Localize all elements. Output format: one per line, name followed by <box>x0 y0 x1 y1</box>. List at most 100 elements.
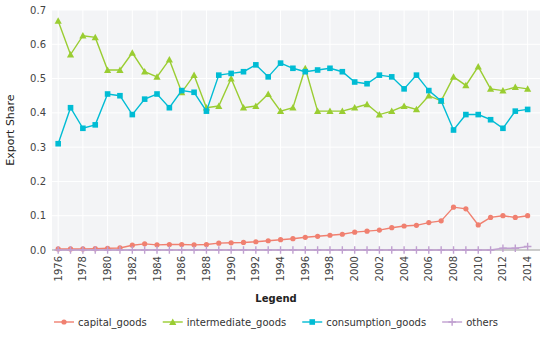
point <box>500 125 506 131</box>
point <box>389 225 394 230</box>
point <box>462 82 469 88</box>
point <box>116 66 123 72</box>
point <box>290 236 295 241</box>
point <box>524 85 531 91</box>
point <box>167 105 173 111</box>
point <box>241 240 246 245</box>
point <box>439 218 444 223</box>
point <box>351 104 358 110</box>
point <box>142 241 147 246</box>
legend-label: capital_goods <box>78 317 147 329</box>
x-tick-label: 1988 <box>201 256 212 281</box>
y-grid-line <box>52 44 540 45</box>
point <box>179 88 185 94</box>
point <box>326 246 334 254</box>
point <box>241 69 247 75</box>
legend-swatch-marker <box>448 318 456 326</box>
x-grid-line <box>379 10 380 250</box>
y-tick-label: 0.5 <box>30 73 46 84</box>
point <box>91 246 99 254</box>
point <box>340 69 346 75</box>
point <box>487 246 495 254</box>
point <box>92 34 99 40</box>
point <box>438 97 445 103</box>
x-tick-label: 2010 <box>473 256 484 281</box>
point <box>104 246 112 254</box>
x-grid-line <box>478 10 479 250</box>
series-line <box>58 63 527 144</box>
y-grid-line <box>52 215 540 216</box>
point <box>227 246 235 254</box>
legend-item: capital_goods <box>54 317 147 329</box>
point <box>203 246 211 254</box>
point <box>451 205 456 210</box>
legend-swatch-marker <box>169 318 176 324</box>
point <box>79 32 86 38</box>
point <box>278 237 283 242</box>
x-tick-label: 1996 <box>300 256 311 281</box>
point <box>499 244 507 252</box>
y-grid-line <box>52 147 540 148</box>
legend-swatch-marker <box>309 319 315 325</box>
point <box>512 84 519 90</box>
point <box>451 127 457 133</box>
y-tick-label: 0.1 <box>30 210 46 221</box>
point <box>487 85 494 91</box>
point <box>104 66 111 72</box>
x-grid-line <box>157 10 158 250</box>
point <box>315 67 321 73</box>
point <box>191 89 197 95</box>
point <box>352 79 358 85</box>
x-tick-label: 2006 <box>423 256 434 281</box>
series <box>56 205 531 252</box>
point <box>141 246 149 254</box>
x-grid-line <box>280 10 281 250</box>
point <box>352 230 357 235</box>
point <box>389 74 395 80</box>
x-tick-label: 2008 <box>448 256 459 281</box>
point <box>339 108 346 114</box>
point <box>401 102 408 108</box>
point <box>376 111 383 117</box>
x-grid-line <box>132 10 133 250</box>
point <box>190 246 198 254</box>
point <box>414 72 420 78</box>
legend-label: intermediate_goods <box>187 317 287 329</box>
x-grid-line <box>404 10 405 250</box>
point <box>265 90 272 96</box>
y-tick-label: 0.7 <box>30 5 46 16</box>
point <box>216 72 222 78</box>
x-tick-label: 1980 <box>102 256 113 281</box>
point <box>314 108 321 114</box>
point <box>55 17 62 23</box>
point <box>67 51 74 57</box>
x-tick-label: 1976 <box>53 256 64 281</box>
point <box>129 246 137 254</box>
x-grid-line <box>107 10 108 250</box>
y-tick-label: 0.0 <box>30 245 46 256</box>
x-tick-label: 1978 <box>77 256 88 281</box>
point <box>116 246 124 254</box>
point <box>303 235 308 240</box>
point <box>463 206 468 211</box>
point <box>215 246 223 254</box>
x-tick-label: 2012 <box>497 256 508 281</box>
point <box>400 246 408 254</box>
point <box>228 71 234 77</box>
legend-label: others <box>466 317 498 328</box>
point <box>54 246 62 254</box>
point <box>265 74 271 80</box>
point <box>363 101 370 107</box>
point <box>253 62 259 68</box>
grid <box>52 10 540 250</box>
point <box>402 223 407 228</box>
point <box>525 213 530 218</box>
point <box>499 87 506 93</box>
point <box>511 244 519 252</box>
point <box>388 246 396 254</box>
point <box>240 104 247 110</box>
point <box>351 246 359 254</box>
point <box>376 246 384 254</box>
x-grid-line <box>329 10 330 250</box>
x-tick-label: 1992 <box>250 256 261 281</box>
